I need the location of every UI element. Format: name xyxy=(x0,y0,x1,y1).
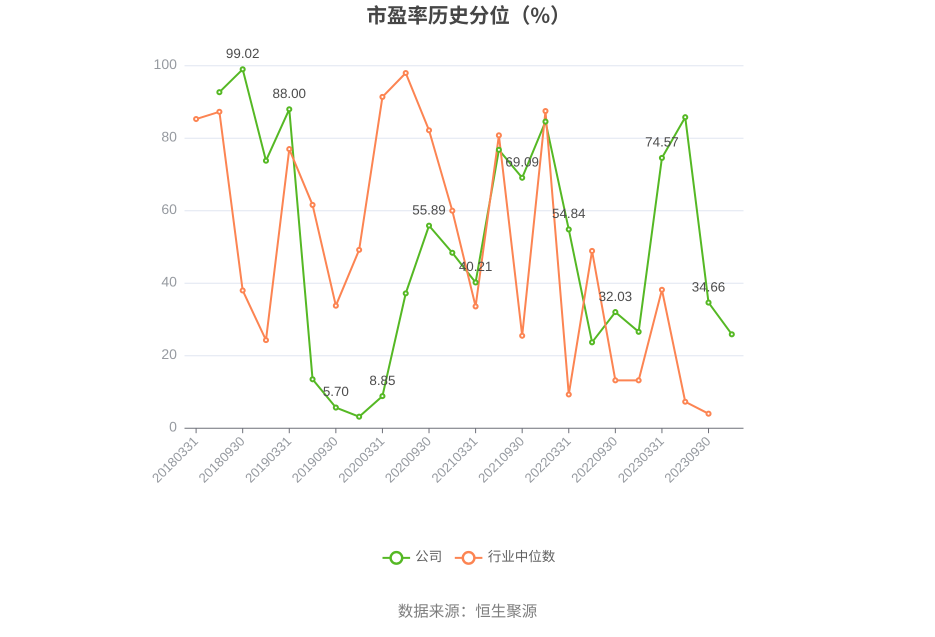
svg-text:20: 20 xyxy=(161,346,177,362)
svg-text:55.89: 55.89 xyxy=(412,202,446,217)
svg-text:69.09: 69.09 xyxy=(505,154,539,169)
svg-text:88.00: 88.00 xyxy=(273,86,307,101)
svg-text:80: 80 xyxy=(161,128,177,144)
svg-text:5.70: 5.70 xyxy=(323,384,349,399)
svg-text:99.02: 99.02 xyxy=(226,46,260,61)
svg-text:60: 60 xyxy=(161,201,177,217)
svg-text:40: 40 xyxy=(161,273,177,289)
svg-text:74.57: 74.57 xyxy=(645,135,679,150)
svg-text:54.84: 54.84 xyxy=(552,206,586,221)
svg-text:34.66: 34.66 xyxy=(692,279,726,294)
svg-text:8.85: 8.85 xyxy=(369,373,395,388)
svg-text:0: 0 xyxy=(169,418,177,434)
svg-text:40.21: 40.21 xyxy=(459,259,493,274)
svg-text:100: 100 xyxy=(154,56,178,72)
svg-text:32.03: 32.03 xyxy=(599,289,633,304)
